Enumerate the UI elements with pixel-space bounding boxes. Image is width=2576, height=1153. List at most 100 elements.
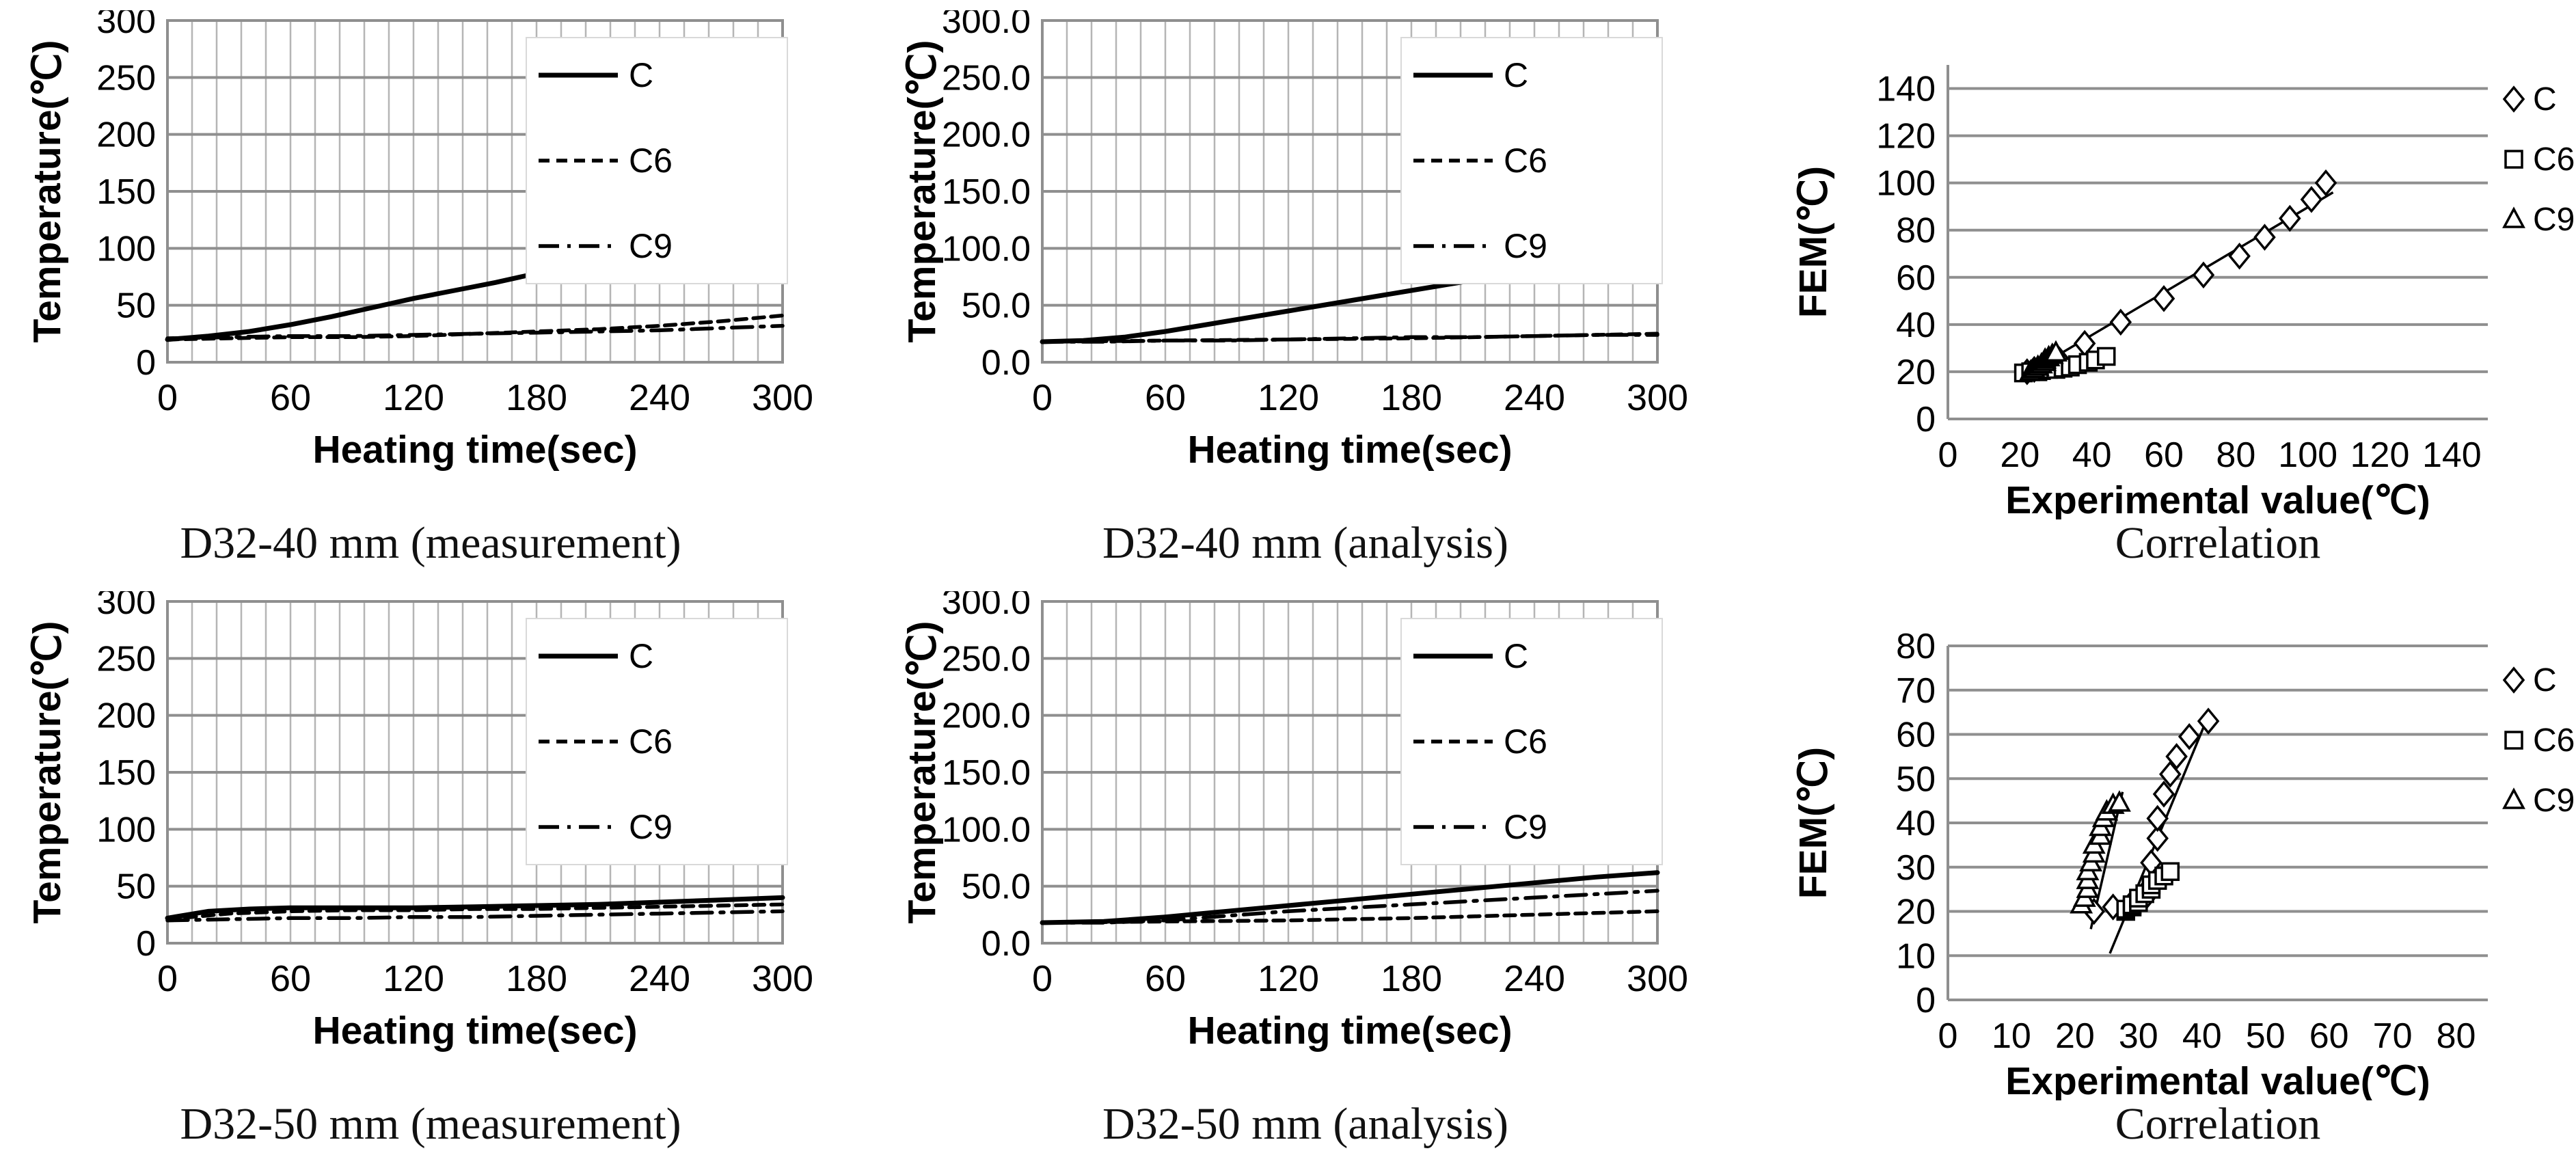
svg-text:20: 20 [1896,353,1936,392]
panel-caption: D32-50 mm (measurement) [180,1099,681,1149]
svg-text:200: 200 [96,696,156,736]
svg-text:40: 40 [1896,804,1936,843]
svg-text:Heating time(sec): Heating time(sec) [312,1009,637,1053]
panel-caption: D32-40 mm (measurement) [180,518,681,568]
svg-text:C9: C9 [2533,202,2575,238]
svg-text:200.0: 200.0 [942,696,1031,736]
svg-text:300: 300 [752,377,813,418]
svg-text:20: 20 [1896,893,1936,932]
svg-text:0: 0 [1938,1016,1958,1056]
d32-40-measurement-line-chart: 0 50 100 150 200 250 300 0 60 120 180 240 300 C C6 C9 He… [25,10,813,472]
svg-text:80: 80 [2216,435,2255,475]
svg-text:C9: C9 [629,227,673,265]
svg-text:100.0: 100.0 [942,810,1031,850]
svg-text:FEM(℃): FEM(℃) [1791,747,1835,899]
svg-text:150.0: 150.0 [942,172,1031,212]
svg-text:200: 200 [96,116,156,155]
svg-text:40: 40 [2072,435,2112,475]
svg-text:C6: C6 [629,141,673,180]
svg-text:60: 60 [1896,716,1936,755]
svg-text:60: 60 [2309,1016,2349,1056]
svg-text:120: 120 [383,377,444,418]
svg-text:120: 120 [2350,435,2410,475]
svg-text:150: 150 [96,753,156,793]
svg-text:0: 0 [1032,958,1053,999]
panel-d32-50-measurement: 0 50 100 150 200 250 300 0 60 120 180 240 300 C C6 C9 He… [21,591,868,1149]
svg-text:300: 300 [752,958,813,999]
svg-text:FEM(℃): FEM(℃) [1791,166,1835,318]
svg-text:50: 50 [116,286,156,326]
svg-text:100.0: 100.0 [942,229,1031,269]
svg-text:300: 300 [96,591,156,622]
svg-text:120: 120 [1258,377,1319,418]
svg-text:0: 0 [136,343,156,383]
correlation-d32-40-scatter-chart: 0 20 40 60 80 100 120 140 0 20 40 60 80 100 120 140 C C6 C… [1791,65,2575,519]
svg-text:100: 100 [2278,435,2337,475]
svg-text:50: 50 [2246,1016,2286,1056]
svg-text:0: 0 [1938,435,1958,475]
svg-text:0: 0 [1916,981,1936,1020]
svg-text:C6: C6 [2533,141,2575,178]
svg-text:0.0: 0.0 [981,924,1031,964]
svg-text:60: 60 [1896,258,1936,298]
svg-text:30: 30 [2119,1016,2158,1056]
svg-text:80: 80 [1896,627,1936,666]
svg-text:300: 300 [1627,377,1688,418]
svg-text:C9: C9 [2533,783,2575,819]
panel-caption: D32-50 mm (analysis) [1102,1099,1508,1149]
svg-text:C: C [629,637,653,675]
svg-text:50: 50 [1896,759,1936,799]
svg-text:180: 180 [506,958,567,999]
svg-text:Temperature(℃): Temperature(℃) [900,40,944,342]
svg-text:10: 10 [1992,1016,2031,1056]
svg-text:0: 0 [157,377,178,418]
svg-text:80: 80 [1896,211,1936,251]
svg-text:C9: C9 [629,808,673,846]
svg-text:60: 60 [270,958,311,999]
panel-correlation-d32-40: 0 20 40 60 80 100 120 140 0 20 40 60 80 100 120 140 C C6 C… [1777,10,2576,568]
svg-text:60: 60 [270,377,311,418]
panel-caption: Correlation [2115,1099,2321,1149]
svg-text:C: C [629,56,653,94]
svg-text:140: 140 [1876,70,1936,109]
svg-text:100: 100 [96,229,156,269]
svg-text:120: 120 [1876,117,1936,157]
svg-text:C6: C6 [1504,722,1547,761]
d32-40-analysis-line-chart: 0.0 50.0 100.0 150.0 200.0 250.0 300.0 0 60 120 18… [900,10,1688,472]
svg-text:100: 100 [1876,164,1936,204]
svg-text:Heating time(sec): Heating time(sec) [1187,428,1512,472]
svg-text:60: 60 [1145,377,1186,418]
svg-text:240: 240 [1504,958,1565,999]
svg-text:C9: C9 [1504,227,1547,265]
svg-text:C: C [1504,637,1528,675]
svg-text:140: 140 [2422,435,2482,475]
svg-text:70: 70 [1896,671,1936,711]
panel-d32-40-analysis: 0.0 50.0 100.0 150.0 200.0 250.0 300.0 0 60 120 18… [895,10,1743,568]
svg-text:150.0: 150.0 [942,753,1031,793]
svg-text:C9: C9 [1504,808,1547,846]
svg-text:300: 300 [1627,958,1688,999]
svg-text:Temperature(℃): Temperature(℃) [25,40,69,342]
svg-text:120: 120 [1258,958,1319,999]
svg-text:80: 80 [2437,1016,2476,1056]
panel-d32-50-analysis: 0.0 50.0 100.0 150.0 200.0 250.0 300.0 0 60 120 18… [895,591,1743,1149]
svg-text:300.0: 300.0 [942,591,1031,622]
svg-text:0.0: 0.0 [981,343,1031,383]
svg-text:0: 0 [1032,377,1053,418]
svg-text:120: 120 [383,958,444,999]
svg-text:50.0: 50.0 [962,286,1031,326]
svg-text:70: 70 [2373,1016,2413,1056]
svg-text:Experimental value(℃): Experimental value(℃) [2005,1059,2430,1100]
svg-text:C: C [1504,56,1528,94]
svg-text:Temperature(℃): Temperature(℃) [25,621,69,923]
svg-text:180: 180 [1381,958,1442,999]
panel-d32-40-measurement: 0 50 100 150 200 250 300 0 60 120 180 240 300 C C6 C9 He… [21,10,868,568]
svg-text:0: 0 [1916,400,1936,439]
panel-caption: D32-40 mm (analysis) [1102,518,1508,568]
svg-text:C: C [2533,662,2557,698]
svg-text:50.0: 50.0 [962,867,1031,907]
svg-text:0: 0 [136,924,156,964]
svg-text:250.0: 250.0 [942,58,1031,98]
